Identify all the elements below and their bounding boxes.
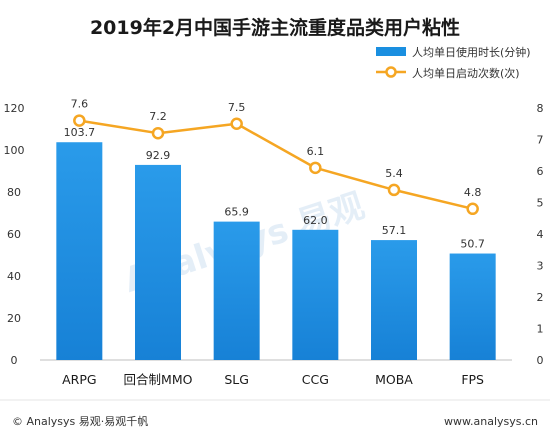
x-tick-label: ARPG <box>62 372 96 387</box>
bar <box>56 142 103 360</box>
y-right-tick-label: 1 <box>537 323 544 336</box>
bar <box>292 229 339 360</box>
legend-label-line: 人均单日启动次数(次) <box>412 66 520 80</box>
y-right-tick-label: 4 <box>537 228 544 241</box>
line-point <box>466 202 479 216</box>
line-value-label: 6.1 <box>307 145 325 158</box>
y-left-tick-label: 40 <box>7 270 21 283</box>
series-line <box>79 119 473 211</box>
legend-item-bar: 人均单日使用时长(分钟) <box>376 45 531 59</box>
bar-value-label: 92.9 <box>146 149 171 162</box>
line-layer <box>73 114 479 216</box>
chart-title: 2019年2月中国手游主流重度品类用户粘性 <box>90 16 460 39</box>
line-point <box>387 183 401 197</box>
line-value-label: 7.2 <box>149 110 167 123</box>
y-right-tick-label: 0 <box>537 354 544 367</box>
bar <box>371 240 417 360</box>
y-right-tick-label: 7 <box>537 134 544 147</box>
bar <box>449 253 496 360</box>
bars-layer <box>56 142 496 360</box>
bar-value-label: 103.7 <box>64 126 96 139</box>
y-right-tick-label: 3 <box>537 260 544 273</box>
y-right-tick-label: 2 <box>537 291 544 304</box>
x-tick-label: SLG <box>224 372 249 387</box>
legend-marker <box>385 66 397 78</box>
line-point <box>73 114 86 127</box>
legend-label-bar: 人均单日使用时长(分钟) <box>412 45 531 59</box>
y-left-tick-label: 80 <box>7 186 21 199</box>
bar-value-label: 57.1 <box>382 224 407 237</box>
bar-value-label: 65.9 <box>224 206 249 219</box>
line-value-label: 7.5 <box>228 101 246 114</box>
y-left-tick-label: 120 <box>4 102 25 115</box>
bar <box>135 164 181 360</box>
y-right-tick-label: 6 <box>537 165 544 178</box>
bar-value-label: 50.7 <box>460 238 485 251</box>
legend-item-line: 人均单日启动次数(次) <box>376 66 520 80</box>
footer-website: www.analysys.cn <box>444 415 538 428</box>
labels-layer: 103.7 92.9 65.9 62.0 57.1 50.7 7.6 7.2 7.5 6.1 5.4… <box>64 98 485 251</box>
bar <box>213 221 260 360</box>
axes-layer: 0 20 40 60 80 100 120 0 1 2 3 4 5 6 7 8 ARPG 回合制MMO SLG CCG… <box>4 102 544 387</box>
x-tick-label: MOBA <box>375 372 413 387</box>
line-point <box>309 161 322 175</box>
bar-value-label: 62.0 <box>303 214 328 227</box>
footer-copyright: © Analysys 易观·易观千帆 <box>12 414 148 428</box>
y-left-tick-label: 100 <box>4 144 25 157</box>
line-value-label: 5.4 <box>385 167 403 180</box>
line-point <box>151 126 165 140</box>
y-left-tick-label: 0 <box>11 354 18 367</box>
x-tick-label: 回合制MMO <box>124 372 193 387</box>
y-left-tick-label: 20 <box>7 312 21 325</box>
line-value-label: 4.8 <box>464 186 482 199</box>
y-right-tick-label: 8 <box>537 102 544 115</box>
line-value-label: 7.6 <box>71 98 89 111</box>
y-right-tick-label: 5 <box>537 197 544 210</box>
chart-legend: 人均单日使用时长(分钟) 人均单日启动次数(次) <box>376 45 531 80</box>
legend-swatch-bar <box>376 47 406 56</box>
y-left-tick-label: 60 <box>7 228 21 241</box>
line-point <box>230 117 243 130</box>
x-tick-label: CCG <box>302 372 329 387</box>
x-tick-label: FPS <box>461 372 484 387</box>
